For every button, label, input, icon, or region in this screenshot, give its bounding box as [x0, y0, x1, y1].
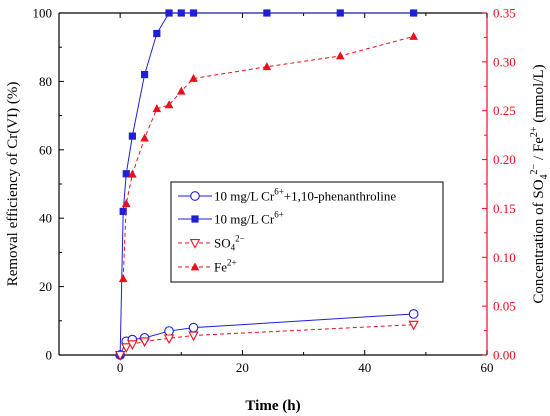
y-axis-left-title: Removal efficiency of Cr(VI) (%) [5, 82, 21, 287]
y-right-tick-label: 0.00 [493, 348, 516, 363]
data-point-cr [336, 9, 344, 17]
data-point-cr [122, 170, 130, 178]
data-point-so4 [127, 340, 138, 351]
y-right-title-sup: 2− [529, 163, 540, 174]
series-so4 [114, 320, 419, 361]
y-right-title-sup: 2+ [529, 126, 540, 137]
legend-label-part: 10 mg/L Cr [214, 189, 275, 204]
legend-label-part: 10 mg/L Cr [214, 212, 275, 227]
y-right-tick-label: 0.05 [493, 299, 516, 314]
data-point-so4 [188, 331, 199, 342]
legend-label-phen: 10 mg/L Cr6++1,10-phenanthroline [214, 187, 396, 204]
legend-label-fe: Fe2+ [214, 258, 237, 275]
data-point-cr [165, 9, 173, 17]
legend-label-so4: SO42− [214, 234, 245, 253]
y-right-title-part: (mmol/L) [531, 64, 547, 126]
y-left-tick-label: 40 [39, 211, 52, 226]
data-point-fe [335, 51, 345, 60]
y-right-tick-label: 0.15 [493, 201, 516, 216]
data-point-fe [189, 73, 198, 82]
series-line-so4 [119, 324, 414, 356]
legend-label-part: SO [214, 236, 231, 251]
y-right-title-part: Concentration of SO [531, 179, 547, 303]
data-point-so4 [114, 351, 126, 361]
y-right-tick-label: 0.25 [493, 103, 516, 118]
data-point-phen [408, 309, 419, 319]
series-fe [118, 31, 418, 283]
legend-label-cr: 10 mg/L Cr6+ [214, 210, 284, 227]
y-right-tick-label: 0.20 [493, 152, 516, 167]
data-point-fe [140, 133, 149, 142]
x-tick-label: 60 [481, 360, 494, 375]
legend-marker-so4 [189, 239, 201, 249]
x-tick-label: 20 [236, 360, 249, 375]
series-cr [116, 9, 418, 359]
y-left-tick-label: 0 [46, 348, 53, 363]
series-phen [115, 309, 419, 360]
legend-label-part: 4 [231, 243, 236, 253]
legend-label-part: 6+ [274, 210, 284, 220]
data-point-cr [189, 9, 198, 17]
y-right-tick-label: 0.35 [493, 6, 516, 21]
series-line-cr [119, 12, 414, 356]
series-line-fe [122, 35, 414, 279]
x-tick-label: 40 [358, 360, 371, 375]
data-point-cr [153, 29, 161, 38]
x-axis-title: Time (h) [245, 398, 300, 414]
data-point-fe [176, 86, 186, 95]
y-left-tick-label: 60 [39, 142, 52, 157]
data-point-fe [152, 104, 162, 113]
x-tick-label: 0 [117, 360, 124, 375]
legend-label-part: 2+ [227, 258, 237, 268]
data-point-cr [141, 70, 149, 79]
legend-label-part: +1,10-phenanthroline [284, 189, 397, 204]
y-right-title-sub: 4 [539, 174, 550, 179]
data-point-so4 [121, 343, 132, 353]
legend-label-part: 6+ [274, 187, 284, 197]
data-point-cr [128, 132, 136, 140]
y-right-tick-label: 0.10 [493, 250, 516, 265]
data-point-fe [409, 31, 418, 40]
legend-box [170, 181, 444, 283]
data-point-cr [263, 9, 271, 17]
legend-marker-cr [191, 215, 199, 223]
plot-series [114, 9, 419, 361]
y-right-tick-label: 0.30 [493, 54, 516, 69]
data-point-cr [410, 9, 418, 17]
data-point-cr [177, 9, 185, 17]
y-left-tick-label: 20 [39, 279, 52, 294]
y-left-tick-label: 100 [33, 6, 53, 21]
data-point-phen [164, 326, 174, 336]
y-left-tick-label: 80 [39, 74, 52, 89]
legend-marker-fe [190, 262, 200, 271]
data-point-so4 [408, 320, 419, 331]
data-point-fe [121, 198, 131, 207]
data-point-fe [128, 169, 137, 178]
data-point-fe [164, 100, 174, 109]
y-right-title-part: / Fe [531, 137, 547, 164]
data-point-so4 [139, 337, 150, 348]
legend-marker-phen [190, 191, 200, 201]
legend-label-part: Fe [214, 260, 227, 275]
data-point-fe [118, 274, 128, 283]
data-point-cr [119, 207, 127, 215]
legend-label-part: 2− [235, 234, 245, 244]
data-point-fe [262, 62, 272, 71]
data-point-phen [188, 322, 199, 333]
y-axis-right-title: Concentration of SO42− / Fe2+ (mmol/L) [529, 64, 550, 303]
axes: 0 20 40 60 0 20 40 60 80 100 0.00 0.05 0.10 0.15 0.20 0… [33, 6, 516, 376]
data-point-so4 [163, 334, 175, 345]
